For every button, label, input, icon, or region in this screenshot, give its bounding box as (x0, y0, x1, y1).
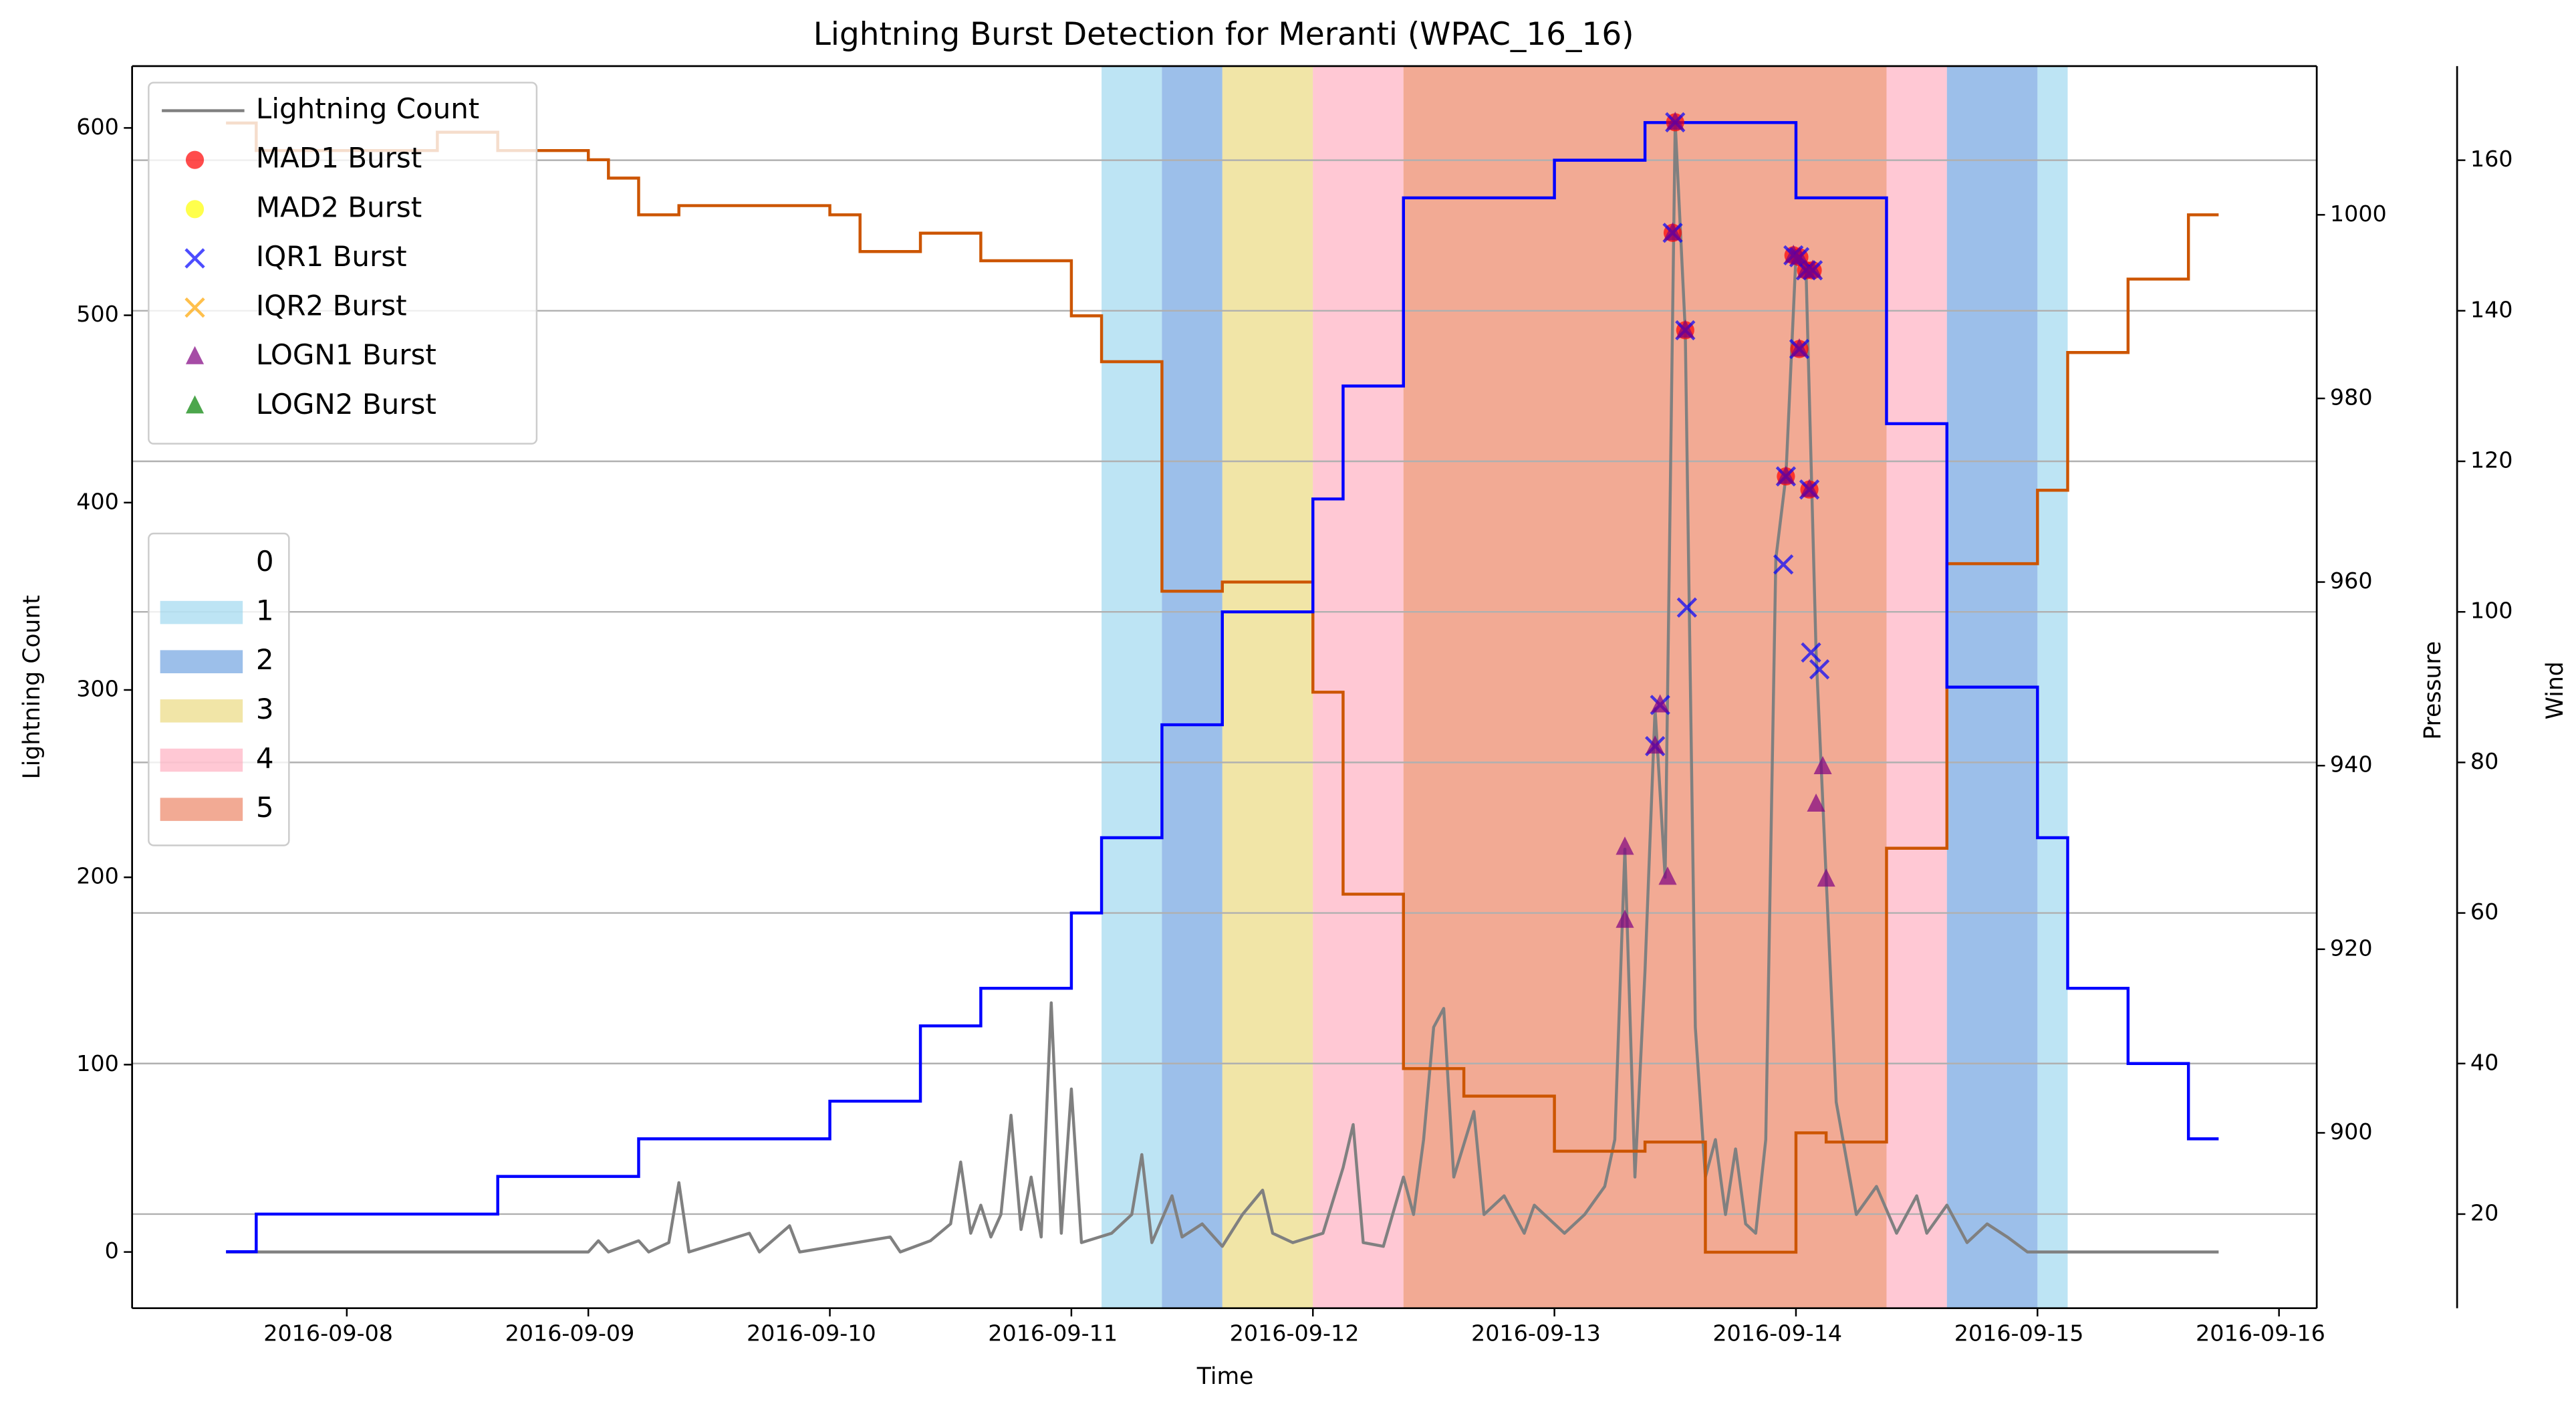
y3-tick-label: 40 (2470, 1049, 2498, 1075)
burst-marker (1616, 836, 1634, 855)
band-legend-label: 0 (256, 545, 274, 578)
x-tick-label: 2016-09-10 (747, 1320, 876, 1346)
burst-marker (1803, 259, 1822, 278)
y-tick-label: 300 (76, 675, 119, 701)
legend-layer: Lightning Count MAD1 Burst MAD2 Burst IQR1 … (148, 82, 538, 846)
legend-box (148, 82, 538, 445)
y3-tick-label: 80 (2470, 748, 2498, 774)
x-axis-title: Time (1196, 1363, 1254, 1390)
burst-marker (184, 248, 205, 269)
x-tick-label: 2016-09-09 (505, 1320, 635, 1346)
band-legend-label: 3 (256, 693, 274, 725)
band-legend-swatch (160, 650, 243, 674)
y-tick-label: 600 (76, 114, 119, 140)
burst-marker (185, 200, 205, 219)
x-tick-label: 2016-09-16 (2196, 1320, 2325, 1346)
burst-marker (1666, 111, 1684, 130)
burst-marker (1813, 755, 1832, 774)
y3-tick-label: 160 (2470, 146, 2513, 172)
y-tick-label: 100 (76, 1050, 119, 1076)
legend-label: MAD1 Burst (256, 142, 422, 174)
y-tick-label: 500 (76, 301, 119, 327)
y2-tick-label: 920 (2330, 935, 2373, 961)
band-legend-swatch (160, 748, 243, 772)
burst-marker (1658, 866, 1677, 885)
burst-marker (1817, 868, 1835, 887)
x-tick-label: 2016-09-12 (1230, 1320, 1360, 1346)
data-layer (226, 111, 2219, 1254)
burst-marker (1676, 597, 1698, 618)
burst-marker (1646, 735, 1664, 754)
y3-step-line (226, 121, 2219, 1254)
intensity-band (2037, 66, 2068, 1308)
y2-tick-label: 980 (2330, 384, 2373, 410)
burst-marker (185, 150, 205, 169)
y-tick-label: 0 (105, 1238, 119, 1264)
legend-label: MAD2 Burst (256, 191, 422, 223)
burst-marker (185, 395, 205, 414)
burst-marker (1676, 319, 1694, 338)
y-axis-title: Lightning Count (19, 595, 45, 779)
y2-axis-title: Pressure (2420, 641, 2446, 740)
band-legend-swatch (160, 600, 243, 624)
band-legend-label: 5 (256, 791, 274, 824)
y2-step-line (226, 121, 2219, 1254)
band-legend-label: 1 (256, 594, 274, 627)
y2-tick-label: 960 (2330, 568, 2373, 594)
band-legend-swatch (160, 699, 243, 723)
x-tick-label: 2016-09-14 (1712, 1320, 1842, 1346)
x-tick-label: 2016-09-13 (1471, 1320, 1601, 1346)
burst-marker (1790, 246, 1809, 265)
intensity-band (1102, 66, 1162, 1308)
intensity-band (1222, 66, 1313, 1308)
y-tick-label: 200 (76, 863, 119, 889)
intensity-band (1162, 66, 1222, 1308)
burst-marker (1807, 793, 1825, 812)
intensity-band (1313, 66, 1404, 1308)
band-legend-label: 2 (256, 643, 274, 676)
y-tick-label: 400 (76, 488, 119, 514)
legend-label: Lightning Count (256, 92, 479, 125)
burst-marker (1790, 338, 1809, 357)
legend-label: IQR1 Burst (256, 240, 407, 273)
y2-tick-label: 900 (2330, 1119, 2373, 1145)
x-tick-label: 2016-09-08 (263, 1320, 393, 1346)
legend-label: LOGN2 Burst (256, 388, 436, 421)
burst-marker (1809, 659, 1830, 680)
intensity-band (1886, 66, 1947, 1308)
burst-marker (1616, 909, 1634, 928)
burst-marker (1800, 479, 1819, 497)
y2-tick-label: 1000 (2330, 201, 2387, 227)
legend-label: IQR2 Burst (256, 289, 407, 322)
band-legend-swatch (160, 798, 243, 821)
y2-tick-label: 940 (2330, 751, 2373, 778)
y3-tick-label: 100 (2470, 598, 2513, 624)
chart-title: Lightning Burst Detection for Meranti (W… (813, 16, 1634, 53)
burst-marker (184, 297, 205, 318)
legend-label: LOGN1 Burst (256, 338, 436, 371)
band-legend-label: 4 (256, 741, 274, 774)
y3-tick-label: 60 (2470, 899, 2498, 925)
axes-layer: 2016-09-08 2016-09-09 2016-09-10 2016-09-11… (76, 65, 2513, 1346)
burst-marker (1801, 642, 1821, 663)
y3-tick-label: 140 (2470, 296, 2513, 322)
burst-marker (185, 346, 205, 364)
burst-marker (1777, 465, 1795, 484)
burst-marker (1773, 554, 1794, 575)
y3-tick-label: 120 (2470, 447, 2513, 473)
x-tick-label: 2016-09-15 (1954, 1320, 2084, 1346)
burst-marker (1663, 222, 1682, 241)
x-tick-label: 2016-09-11 (988, 1320, 1118, 1346)
y3-tick-label: 20 (2470, 1199, 2498, 1225)
burst-marker (1651, 694, 1670, 713)
y3-axis-title: Wind (2542, 661, 2569, 719)
bands-layer (1102, 66, 2068, 1308)
